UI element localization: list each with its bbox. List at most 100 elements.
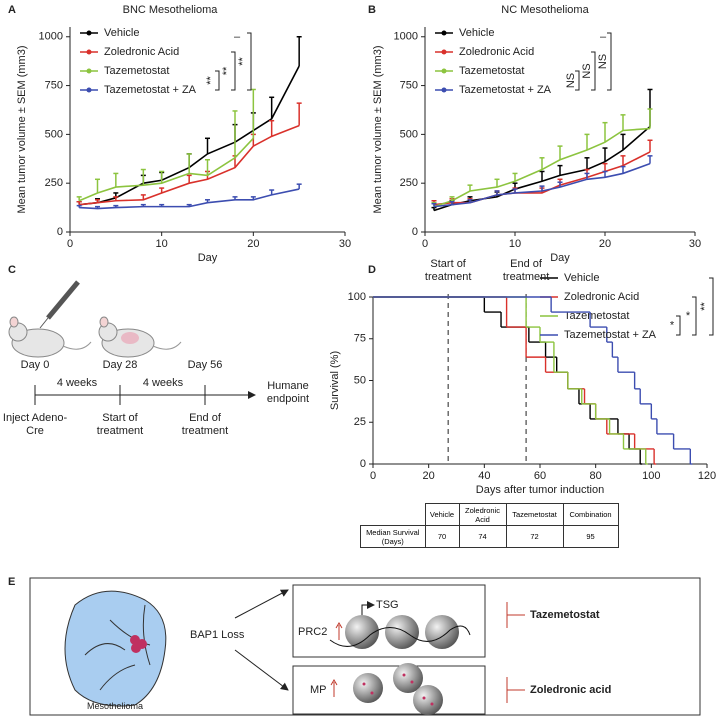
x-tick-label: 10 <box>156 238 168 250</box>
legend-marker <box>441 49 447 55</box>
y-tick-label: 0 <box>360 458 366 470</box>
significance: ** <box>205 76 217 85</box>
y-tick-label: 50 <box>354 374 366 386</box>
significance-bracket <box>709 277 714 336</box>
legend-marker <box>441 68 447 74</box>
significance: NS <box>565 73 577 88</box>
y-tick-label: 500 <box>400 128 418 140</box>
significance: – <box>234 31 241 43</box>
timeline-event: End of treatment <box>181 412 229 437</box>
significance: NS <box>597 54 609 69</box>
significance-bracket <box>607 32 612 91</box>
y-tick-label: 0 <box>57 226 63 238</box>
significance-bracket <box>231 51 236 91</box>
x-axis-label: Day <box>198 252 218 264</box>
series-line <box>433 127 651 208</box>
panel-label: E <box>8 576 15 588</box>
significance: ** <box>221 66 233 75</box>
target-label: PRC2 <box>298 626 327 638</box>
panel-label: D <box>368 264 376 276</box>
gene-label: TSG <box>376 599 399 611</box>
column-header: Combination <box>562 503 619 526</box>
y-tick-label: 500 <box>45 128 63 140</box>
legend-label: Tazemetostat <box>564 310 629 322</box>
drug-label: Zoledronic acid <box>530 684 611 696</box>
legend-label: Tazemetostat + ZA <box>459 84 552 96</box>
cell: 72 <box>505 525 564 548</box>
y-tick-label: 0 <box>412 226 418 238</box>
timeline-event: Start of treatment <box>96 412 144 437</box>
significance: – <box>600 31 607 43</box>
legend-label: Zoledronic Acid <box>104 46 179 58</box>
x-tick-label: 40 <box>478 470 490 482</box>
x-tick-label: 100 <box>642 470 660 482</box>
x-tick-label: 10 <box>509 238 521 250</box>
mechanism-diagram <box>29 577 701 716</box>
mouse-illustrations <box>8 280 182 358</box>
significance: ** <box>237 57 249 66</box>
y-tick-label: 100 <box>348 291 366 303</box>
significance: ** <box>699 302 711 311</box>
marker-label: Start of treatment <box>424 258 472 283</box>
x-tick-label: 60 <box>534 470 546 482</box>
y-tick-label: 1000 <box>394 31 418 43</box>
x-tick-label: 0 <box>370 470 376 482</box>
significance: * <box>686 310 691 322</box>
x-axis-label: Days after tumor induction <box>476 484 604 496</box>
y-tick-label: 250 <box>400 177 418 189</box>
timeline-interval: 4 weeks <box>56 377 98 389</box>
significance: * <box>670 319 675 331</box>
x-tick-label: 30 <box>689 238 701 250</box>
panel-label: B <box>368 4 376 16</box>
panel-label: A <box>8 4 16 16</box>
y-tick-label: 750 <box>45 79 63 91</box>
cell: 74 <box>458 525 507 548</box>
legend-marker <box>86 30 92 36</box>
target-label: MP <box>310 684 327 696</box>
chart-title: NC Mesothelioma <box>501 4 589 16</box>
y-tick-label: 750 <box>400 79 418 91</box>
significance-bracket <box>215 70 220 91</box>
cell: 95 <box>562 525 619 548</box>
timeline-event: Inject Adeno-Cre <box>2 412 68 437</box>
y-tick-label: 75 <box>354 333 366 345</box>
timeline <box>34 385 256 405</box>
row-label: Median Survival (Days) <box>360 525 426 548</box>
timeline-day: Day 56 <box>187 359 223 371</box>
y-tick-label: 250 <box>45 177 63 189</box>
empty-cell <box>361 504 426 526</box>
legend-label: Tazemetostat <box>459 65 524 77</box>
event-label: BAP1 Loss <box>190 629 245 641</box>
column-header: Tazemetostat <box>505 503 564 526</box>
y-tick-label: 25 <box>354 416 366 428</box>
x-tick-label: 20 <box>247 238 259 250</box>
legend-marker <box>441 30 447 36</box>
x-tick-label: 0 <box>67 238 73 250</box>
significance-bracket <box>247 32 252 91</box>
legend-label: Vehicle <box>564 272 599 284</box>
legend-label: Vehicle <box>104 27 139 39</box>
chart-title: BNC Mesothelioma <box>123 4 219 16</box>
y-tick-label: 1000 <box>39 31 63 43</box>
significance: NS <box>581 63 593 78</box>
x-tick-label: 30 <box>339 238 351 250</box>
significance-bracket <box>692 296 697 336</box>
column-header: Vehicle <box>424 503 460 526</box>
x-tick-label: 80 <box>590 470 602 482</box>
timeline-interval: 4 weeks <box>142 377 184 389</box>
legend-label: Tazemetostat + ZA <box>104 84 197 96</box>
legend-marker <box>441 87 447 93</box>
legend-marker <box>86 68 92 74</box>
tissue-label: Mesothelioma <box>86 701 144 711</box>
y-axis-label: Mean tumor volume ± SEM (mm3) <box>372 45 384 213</box>
timeline-day: Day 0 <box>20 359 50 371</box>
legend-label: Zoledronic Acid <box>564 291 639 303</box>
drug-label: Tazemetostat <box>530 609 600 621</box>
x-tick-label: 20 <box>599 238 611 250</box>
x-tick-label: 120 <box>698 470 716 482</box>
legend-label: Zoledronic Acid <box>459 46 534 58</box>
x-axis-label: Day <box>550 252 570 264</box>
legend-label: Vehicle <box>459 27 494 39</box>
